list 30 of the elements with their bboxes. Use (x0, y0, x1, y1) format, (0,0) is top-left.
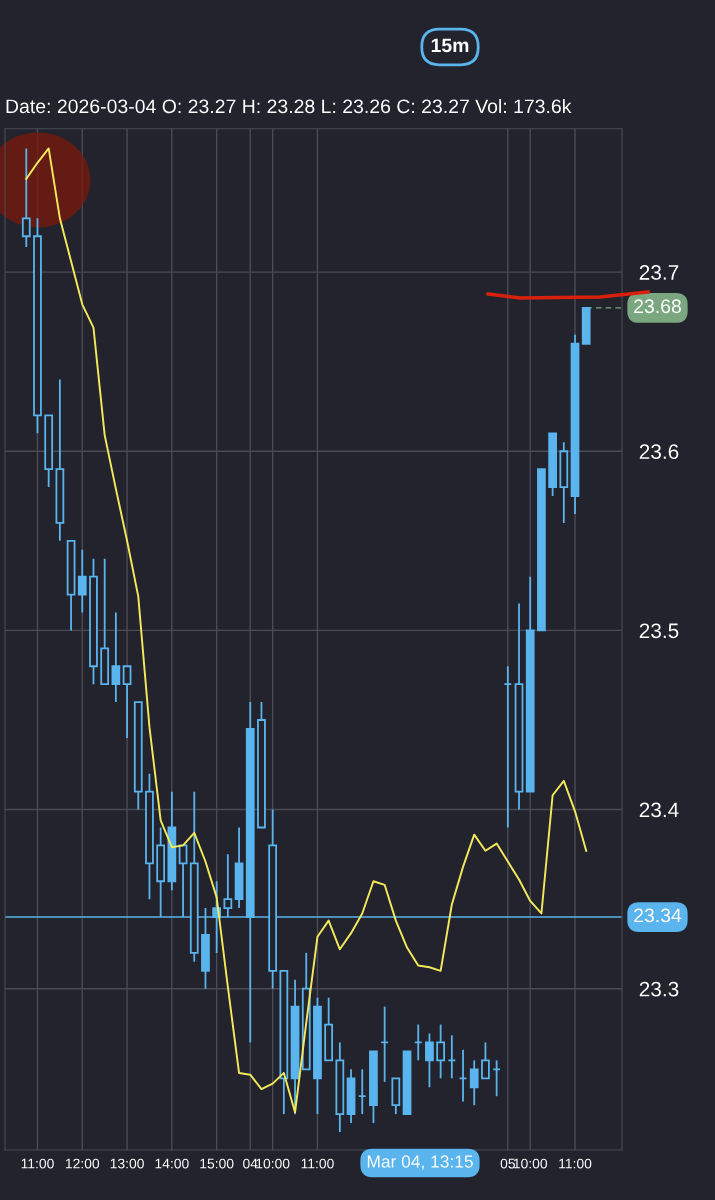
y-tick-label: 23.7 (639, 265, 679, 280)
line-series (25, 147, 588, 1114)
text: Mar 04, 13:15 (367, 1155, 473, 1170)
candlestick (436, 1023, 446, 1080)
x-tick-label: 15:00 (200, 1158, 234, 1169)
x-tick-label: 12:00 (65, 1158, 100, 1169)
y-tick-label: 23.3 (639, 981, 679, 997)
x-tick-label: 05 (500, 1158, 515, 1169)
candlestick (77, 548, 87, 614)
y-tick-label: 23.5 (639, 623, 679, 639)
x-tick-label: 04 (243, 1158, 258, 1169)
x-tick-label: 14:00 (155, 1158, 189, 1169)
candlestick (469, 1059, 479, 1107)
y-tick-label: 23.6 (639, 444, 679, 459)
candlestick (111, 611, 121, 703)
x-tick-label: 13:00 (110, 1158, 144, 1169)
candlestick (481, 1041, 490, 1080)
y-tick-label: 23.4 (639, 802, 679, 818)
x-tick-label: 11:00 (559, 1158, 592, 1169)
x-tick-label: 10:00 (256, 1158, 290, 1169)
x-tick-label: 11:00 (301, 1158, 334, 1169)
x-tick-label: 10:00 (513, 1158, 548, 1169)
x-tick-label: 11:00 (21, 1158, 54, 1169)
ref-line-label: 23.34 (634, 908, 682, 923)
ref-line-label: 23.68 (634, 299, 681, 314)
candlestick (21, 147, 31, 248)
text: 15m (431, 38, 469, 53)
candlestick (122, 665, 132, 739)
candlestick (425, 1032, 434, 1089)
text: Date: 2026-03-04 O: 23.27 H: 23.28 L: 23.26 C: 23.27 Vol: 173.6k (6, 98, 572, 114)
